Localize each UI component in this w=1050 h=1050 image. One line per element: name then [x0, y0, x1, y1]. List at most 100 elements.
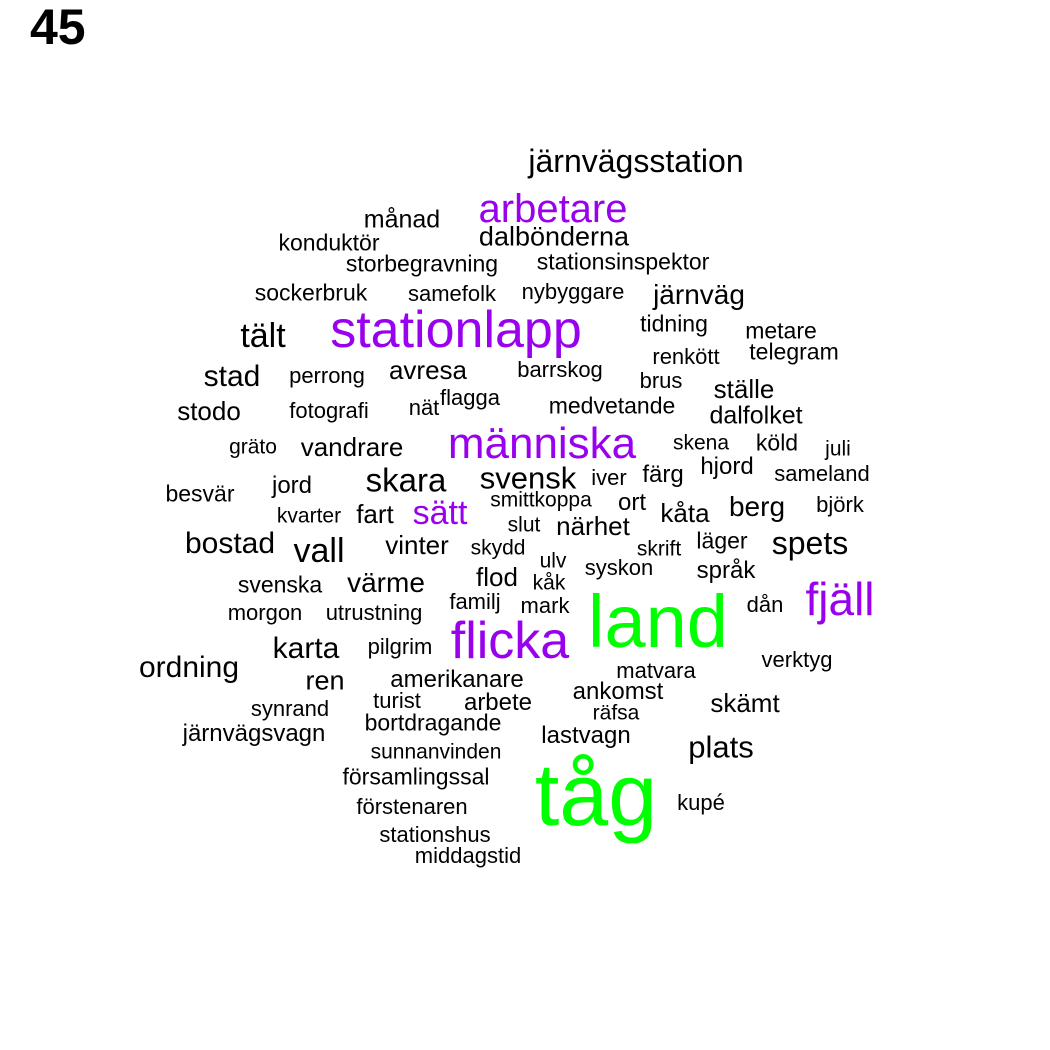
- cloud-word: hjord: [700, 453, 754, 480]
- cloud-word: kupé: [677, 790, 725, 815]
- cloud-word: färg: [642, 461, 684, 488]
- cloud-word: kåta: [660, 498, 710, 528]
- cloud-word: fart: [356, 499, 394, 529]
- cloud-word: flagga: [440, 385, 500, 410]
- cloud-word: närhet: [556, 511, 630, 541]
- cloud-word: amerikanare: [390, 666, 524, 693]
- cloud-word: pilgrim: [367, 634, 433, 659]
- cloud-word: juli: [825, 437, 851, 461]
- cloud-word: perrong: [289, 363, 365, 388]
- cloud-word: skrift: [636, 537, 682, 561]
- cloud-word: sockerbruk: [254, 279, 368, 306]
- cloud-word: land: [588, 580, 728, 663]
- cloud-word: syskon: [584, 555, 654, 580]
- cloud-word: spets: [771, 525, 849, 561]
- cloud-word: smittkoppa: [490, 488, 592, 512]
- cloud-word: iver: [591, 465, 627, 490]
- cloud-word: sunnanvinden: [370, 740, 502, 764]
- cloud-word: räfsa: [592, 701, 640, 725]
- cloud-word: synrand: [250, 696, 330, 721]
- cloud-word: kåk: [532, 571, 566, 595]
- cloud-word: bortdragande: [364, 709, 502, 736]
- cloud-word: medvetande: [548, 392, 676, 419]
- cloud-word: skydd: [470, 536, 526, 560]
- cloud-word: turist: [373, 688, 421, 713]
- cloud-word: språk: [696, 557, 756, 584]
- cloud-word: verktyg: [761, 647, 833, 672]
- cloud-word: skämt: [710, 688, 780, 718]
- cloud-word: utrustning: [325, 600, 423, 625]
- cloud-word: ren: [305, 665, 345, 696]
- cloud-word: nybyggare: [521, 279, 625, 304]
- cloud-word: avresa: [388, 355, 468, 385]
- cloud-word: plats: [688, 729, 754, 765]
- cloud-word: vandrare: [300, 432, 404, 462]
- page-number: 45: [30, 0, 86, 55]
- cloud-word: svenska: [237, 571, 323, 598]
- cloud-word: flicka: [450, 612, 570, 670]
- cloud-word: slut: [507, 513, 541, 537]
- cloud-word: människa: [447, 419, 637, 468]
- cloud-word: storbegravning: [345, 250, 499, 277]
- cloud-word: stationlapp: [330, 301, 582, 359]
- cloud-word: vall: [293, 532, 345, 570]
- cloud-word: läger: [696, 527, 748, 554]
- cloud-word: arbetare: [478, 187, 628, 231]
- cloud-word: renkött: [652, 344, 720, 369]
- cloud-word: samefolk: [407, 281, 497, 306]
- cloud-word: familj: [449, 589, 501, 614]
- cloud-word: ort: [617, 489, 647, 516]
- cloud-word: ankomst: [572, 678, 664, 705]
- cloud-word: mark: [520, 593, 570, 618]
- cloud-word: morgon: [227, 600, 303, 625]
- cloud-word: ulv: [539, 549, 567, 573]
- cloud-word: ställe: [713, 374, 775, 404]
- cloud-word: dalfolket: [709, 401, 803, 430]
- cloud-word: konduktör: [278, 229, 380, 256]
- cloud-word: besvär: [165, 480, 235, 507]
- cloud-word: karta: [272, 632, 340, 665]
- cloud-word: värme: [347, 567, 425, 598]
- cloud-word: fotografi: [289, 398, 369, 423]
- cloud-word: kvarter: [276, 504, 342, 528]
- cloud-word: stad: [203, 360, 261, 393]
- cloud-word: stodo: [177, 396, 241, 426]
- cloud-word: sameland: [774, 461, 870, 486]
- cloud-word: tält: [240, 317, 286, 355]
- cloud-word: berg: [728, 491, 786, 522]
- cloud-word: barrskog: [517, 357, 603, 382]
- cloud-word: skena: [672, 431, 730, 455]
- cloud-word: församlingssal: [342, 763, 490, 790]
- cloud-word: tidning: [640, 310, 708, 337]
- cloud-word: dalbönderna: [478, 221, 630, 252]
- cloud-word: svensk: [479, 460, 577, 496]
- cloud-word: middagstid: [414, 843, 522, 868]
- cloud-word: järnväg: [653, 279, 745, 310]
- cloud-word: vinter: [385, 530, 449, 560]
- cloud-word: bostad: [184, 527, 276, 560]
- cloud-word: fjäll: [805, 573, 875, 625]
- cloud-word: stationshus: [379, 822, 491, 847]
- cloud-word: brus: [639, 368, 683, 393]
- cloud-word: nät: [408, 395, 440, 420]
- cloud-word: månad: [363, 205, 441, 234]
- cloud-word: skara: [365, 461, 447, 499]
- cloud-word: sätt: [412, 494, 468, 532]
- cloud-word: flod: [476, 562, 518, 592]
- cloud-word: björk: [816, 492, 864, 517]
- cloud-word: metare: [745, 317, 817, 344]
- cloud-word: ordning: [138, 651, 240, 684]
- cloud-word: dån: [746, 592, 784, 617]
- cloud-word: köld: [755, 429, 799, 456]
- cloud-word: gräto: [229, 435, 277, 459]
- cloud-word: tåg: [534, 745, 658, 844]
- cloud-word: järnvägsstation: [528, 143, 744, 179]
- cloud-word: telegram: [749, 338, 839, 365]
- cloud-word: stationsinspektor: [536, 248, 710, 275]
- cloud-word: förstenaren: [356, 794, 468, 819]
- cloud-word: matvara: [616, 658, 696, 683]
- cloud-word: arbete: [463, 689, 533, 716]
- cloud-word: jord: [271, 472, 313, 499]
- cloud-word: järnvägsvagn: [182, 720, 326, 747]
